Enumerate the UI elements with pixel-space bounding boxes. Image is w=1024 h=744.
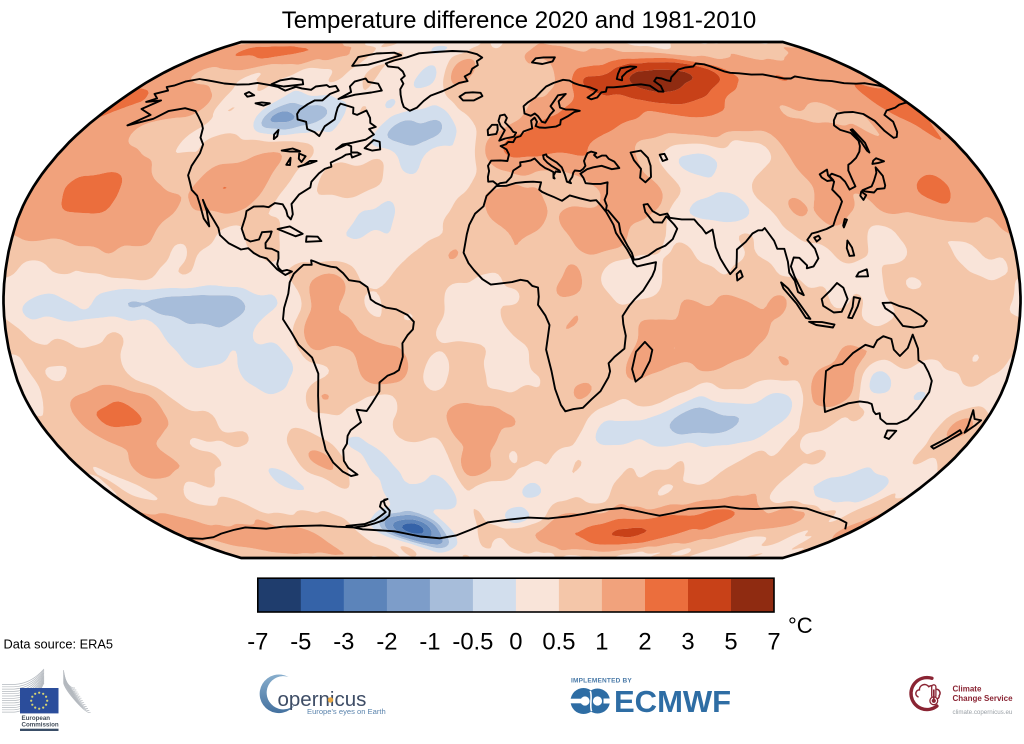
svg-text:climate.copernicus.eu: climate.copernicus.eu [953, 709, 1013, 716]
svg-text:-3: -3 [333, 629, 354, 656]
svg-text:5: 5 [724, 629, 737, 656]
svg-text:European: European [22, 715, 51, 722]
svg-text:IMPLEMENTED BY: IMPLEMENTED BY [571, 678, 632, 685]
svg-text:-7: -7 [247, 629, 268, 656]
svg-text:ECMWF: ECMWF [614, 684, 731, 719]
svg-text:Temperature difference 2020 an: Temperature difference 2020 and 1981-201… [282, 7, 757, 34]
svg-text:-5: -5 [290, 629, 311, 656]
svg-text:opernicus: opernicus [278, 688, 367, 711]
svg-text:2: 2 [638, 629, 651, 656]
svg-text:-2: -2 [376, 629, 397, 656]
svg-text:0.5: 0.5 [542, 629, 575, 656]
svg-text:-0.5: -0.5 [452, 629, 493, 656]
svg-text:Climate: Climate [953, 685, 982, 694]
svg-text:0: 0 [509, 629, 522, 656]
svg-text:Data source: ERA5: Data source: ERA5 [4, 636, 114, 651]
svg-text:-1: -1 [419, 629, 440, 656]
svg-text:°C: °C [788, 613, 813, 638]
svg-text:Commission: Commission [22, 721, 59, 728]
svg-text:Europe's eyes on Earth: Europe's eyes on Earth [307, 707, 386, 716]
svg-text:3: 3 [681, 629, 694, 656]
svg-text:7: 7 [767, 629, 780, 656]
svg-text:1: 1 [595, 629, 608, 656]
svg-text:Change Service: Change Service [953, 694, 1014, 703]
